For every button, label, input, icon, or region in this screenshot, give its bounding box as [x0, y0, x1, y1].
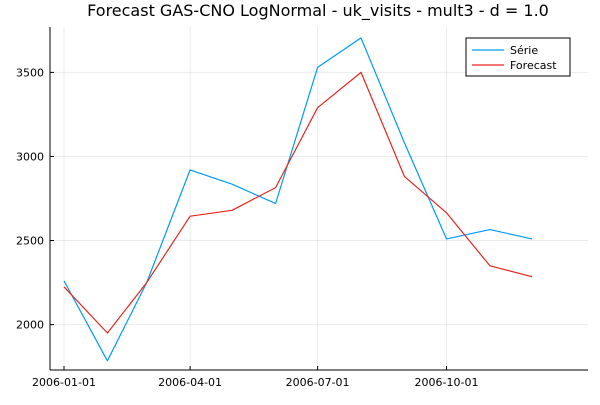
series-lines [63, 37, 533, 362]
grid [50, 27, 588, 370]
x-tick-label: 2006-07-01 [286, 376, 350, 389]
legend-label-2: Forecast [510, 59, 557, 72]
axes: 2006-01-01 2006-04-01 2006-07-01 2006-10-01… [16, 27, 588, 389]
y-tick-label: 2000 [16, 319, 44, 332]
x-tick-label: 2006-10-01 [415, 376, 479, 389]
legend-label-1: Série [510, 44, 538, 57]
chart-title: Forecast GAS-CNO LogNormal - uk_visits -… [87, 1, 549, 21]
y-tick-label: 3500 [16, 66, 44, 79]
legend-box [465, 37, 571, 77]
y-tick-label: 2500 [16, 235, 44, 248]
x-tick-label: 2006-04-01 [158, 376, 222, 389]
series-line-1 [63, 37, 533, 362]
series-line-2 [63, 71, 533, 334]
x-tick-label: 2006-01-01 [32, 376, 96, 389]
y-tick-label: 3000 [16, 150, 44, 163]
legend: Série Forecast [465, 37, 571, 77]
